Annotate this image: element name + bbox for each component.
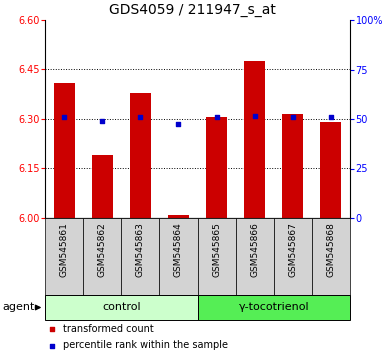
Text: GSM545868: GSM545868 — [326, 222, 335, 277]
Bar — [121, 218, 159, 295]
Bar — [92, 155, 113, 218]
Text: percentile rank within the sample: percentile rank within the sample — [63, 341, 228, 350]
Point — [252, 113, 258, 119]
Bar — [320, 122, 341, 218]
Text: GSM545865: GSM545865 — [212, 222, 221, 277]
Bar — [130, 93, 151, 218]
Point — [137, 114, 143, 120]
Text: γ-tocotrienol: γ-tocotrienol — [238, 303, 309, 313]
Bar — [236, 218, 274, 295]
Text: GSM545864: GSM545864 — [174, 222, 183, 276]
Bar — [244, 61, 265, 218]
Bar — [312, 218, 350, 295]
Point — [214, 114, 220, 120]
Text: control: control — [102, 303, 141, 313]
Bar — [168, 215, 189, 218]
Bar — [54, 83, 75, 218]
Point — [328, 114, 334, 120]
Bar — [45, 295, 198, 320]
Text: GSM545867: GSM545867 — [288, 222, 297, 277]
Point — [49, 343, 55, 348]
Text: GSM545866: GSM545866 — [250, 222, 259, 277]
Bar — [282, 114, 303, 218]
Bar — [198, 218, 236, 295]
Text: GSM545861: GSM545861 — [60, 222, 69, 277]
Point — [175, 121, 181, 127]
Bar — [274, 218, 312, 295]
Bar — [206, 117, 227, 218]
Point — [99, 118, 105, 124]
Point — [61, 114, 67, 120]
Text: GDS4059 / 211947_s_at: GDS4059 / 211947_s_at — [109, 3, 276, 17]
Text: agent: agent — [2, 303, 34, 313]
Point — [49, 326, 55, 331]
Point — [290, 114, 296, 120]
Text: GSM545862: GSM545862 — [98, 222, 107, 276]
Bar — [83, 218, 121, 295]
Bar — [159, 218, 198, 295]
Text: GSM545863: GSM545863 — [136, 222, 145, 277]
Bar — [198, 295, 350, 320]
Bar — [45, 218, 83, 295]
Text: transformed count: transformed count — [63, 324, 154, 333]
